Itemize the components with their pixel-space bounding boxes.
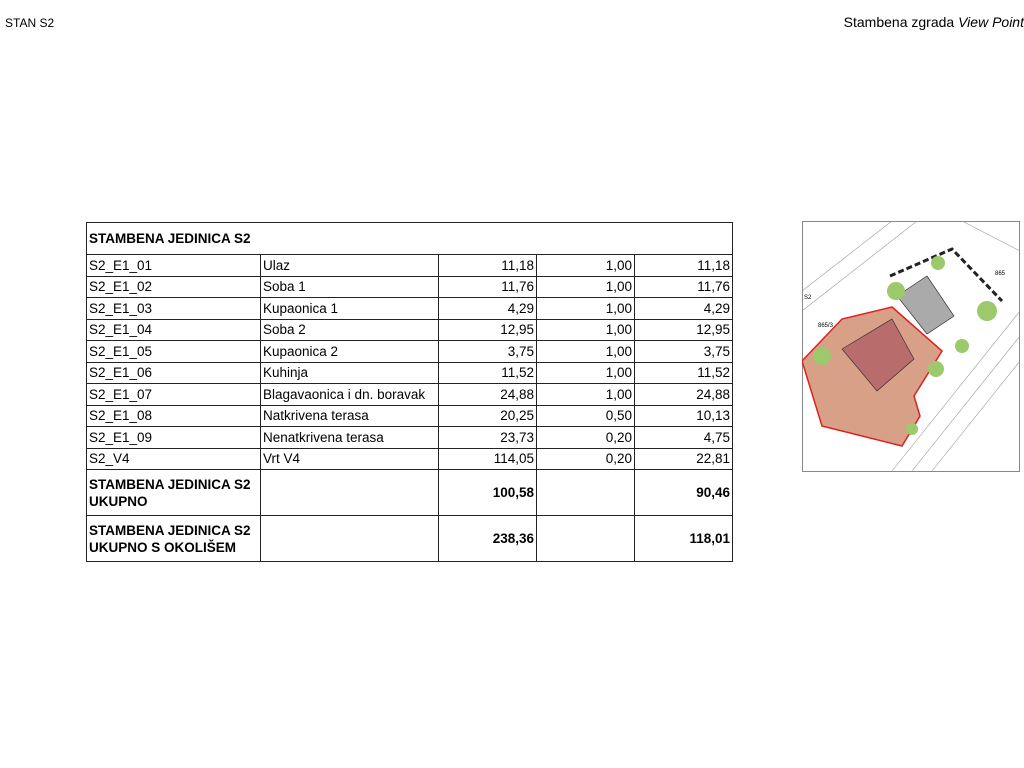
site-plan: 865 865/3 S2	[802, 221, 1020, 472]
area: 24,88	[438, 383, 537, 406]
coefficient: 1,00	[536, 361, 635, 384]
weighted-area: 11,52	[634, 361, 733, 384]
code: S2_E1_07	[86, 383, 261, 406]
room: Kupaonica 1	[260, 297, 439, 320]
area: 12,95	[438, 318, 537, 341]
total-row: STAMBENA JEDINICA S2 UKUPNO S OKOLIŠEM 23…	[86, 515, 733, 562]
table-row: S2_E1_04 Soba 2 12,95 1,00 12,95	[86, 318, 733, 341]
room: Soba 2	[260, 318, 439, 341]
coefficient: 0,50	[536, 404, 635, 427]
weighted-area: 3,75	[634, 340, 733, 363]
total-weighted: 118,01	[634, 515, 733, 562]
area: 11,52	[438, 361, 537, 384]
total-label: STAMBENA JEDINICA S2 UKUPNO	[86, 469, 261, 516]
table-row: S2_E1_08 Natkrivena terasa 20,25 0,50 10,13	[86, 404, 733, 427]
total-area: 238,36	[438, 515, 537, 562]
code: S2_E1_06	[86, 361, 261, 384]
weighted-area: 22,81	[634, 447, 733, 470]
code: S2_E1_01	[86, 254, 261, 277]
header-right: Stambena zgrada View Point	[844, 14, 1024, 30]
table-row: S2_E1_03 Kupaonica 1 4,29 1,00 4,29	[86, 297, 733, 320]
weighted-area: 11,76	[634, 275, 733, 298]
building-label: Stambena zgrada	[843, 14, 955, 30]
table-row: S2_E1_01 Ulaz 11,18 1,00 11,18	[86, 254, 733, 277]
code: S2_E1_05	[86, 340, 261, 363]
room: Kupaonica 2	[260, 340, 439, 363]
coefficient: 1,00	[536, 275, 635, 298]
area: 11,76	[438, 275, 537, 298]
area: 3,75	[438, 340, 537, 363]
header-left: STAN S2	[5, 16, 55, 30]
empty	[536, 515, 635, 562]
area: 11,18	[438, 254, 537, 277]
area: 23,73	[438, 426, 537, 449]
total-label: STAMBENA JEDINICA S2 UKUPNO S OKOLIŠEM	[86, 515, 261, 562]
code: S2_E1_04	[86, 318, 261, 341]
coefficient: 0,20	[536, 447, 635, 470]
empty	[260, 469, 439, 516]
room: Soba 1	[260, 275, 439, 298]
title-row: STAMBENA JEDINICA S2	[86, 222, 733, 255]
table-row: S2_E1_02 Soba 1 11,76 1,00 11,76	[86, 275, 733, 298]
code: S2_E1_08	[86, 404, 261, 427]
coefficient: 1,00	[536, 340, 635, 363]
table-row: S2_E1_07 Blagavaonica i dn. boravak 24,88 1…	[86, 383, 733, 406]
weighted-area: 4,75	[634, 426, 733, 449]
coefficient: 1,00	[536, 254, 635, 277]
weighted-area: 12,95	[634, 318, 733, 341]
empty	[260, 515, 439, 562]
code: S2_E1_03	[86, 297, 261, 320]
weighted-area: 4,29	[634, 297, 733, 320]
table-row: S2_E1_05 Kupaonica 2 3,75 1,00 3,75	[86, 340, 733, 363]
weighted-area: 11,18	[634, 254, 733, 277]
area: 20,25	[438, 404, 537, 427]
weighted-area: 10,13	[634, 404, 733, 427]
area: 4,29	[438, 297, 537, 320]
room: Ulaz	[260, 254, 439, 277]
coefficient: 1,00	[536, 383, 635, 406]
room: Nenatkrivena terasa	[260, 426, 439, 449]
code: S2_V4	[86, 447, 261, 470]
table-row: S2_E1_09 Nenatkrivena terasa 23,73 0,20 4,75	[86, 426, 733, 449]
total-row: STAMBENA JEDINICA S2 UKUPNO 100,58 90,46	[86, 469, 733, 516]
empty	[536, 469, 635, 516]
coefficient: 0,20	[536, 426, 635, 449]
table-row: S2_V4 Vrt V4 114,05 0,20 22,81	[86, 447, 733, 470]
total-weighted: 90,46	[634, 469, 733, 516]
building-name: View Point	[958, 14, 1024, 30]
area-table: STAMBENA JEDINICA S2 S2_E1_01 Ulaz 11,18 1,…	[86, 222, 733, 562]
room: Vrt V4	[260, 447, 439, 470]
code: S2_E1_02	[86, 275, 261, 298]
total-area: 100,58	[438, 469, 537, 516]
coefficient: 1,00	[536, 297, 635, 320]
room: Kuhinja	[260, 361, 439, 384]
room: Natkrivena terasa	[260, 404, 439, 427]
parcel-label: S2	[804, 295, 812, 301]
room: Blagavaonica i dn. boravak	[260, 383, 439, 406]
parcel-label: 865/3	[818, 323, 834, 329]
table-row: S2_E1_06 Kuhinja 11,52 1,00 11,52	[86, 361, 733, 384]
code: S2_E1_09	[86, 426, 261, 449]
parcel-label: 865	[995, 271, 1006, 277]
coefficient: 1,00	[536, 318, 635, 341]
table-body: STAMBENA JEDINICA S2 S2_E1_01 Ulaz 11,18 1,…	[86, 222, 733, 562]
table-title: STAMBENA JEDINICA S2	[86, 222, 733, 255]
area: 114,05	[438, 447, 537, 470]
weighted-area: 24,88	[634, 383, 733, 406]
